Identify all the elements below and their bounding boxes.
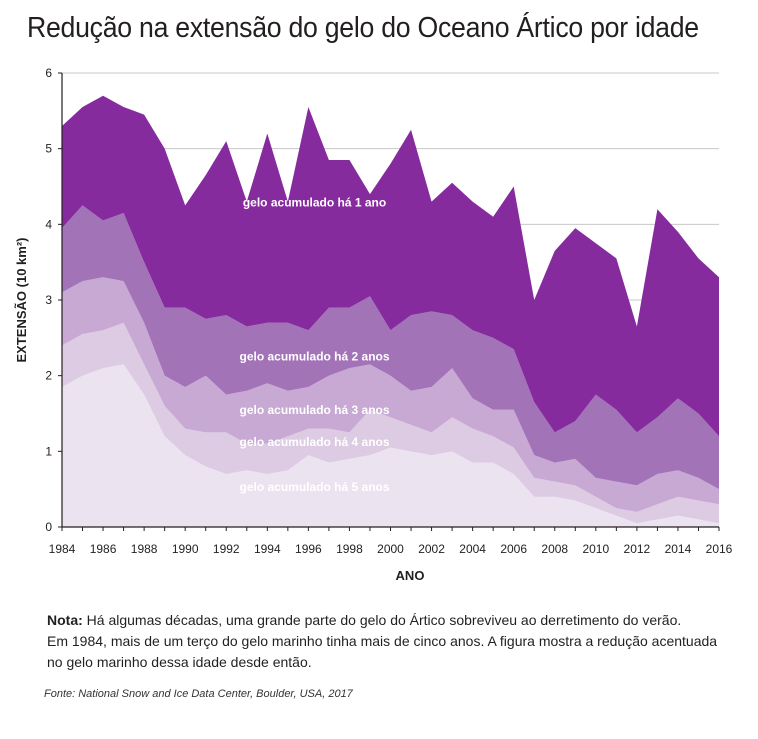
note-text: Nota: Há algumas décadas, uma grande par…: [47, 610, 737, 673]
x-tick-label: 1996: [295, 542, 322, 556]
note-line-3: no gelo marinho dessa idade desde então.: [47, 654, 312, 670]
series-label: gelo acumulado há 5 anos: [240, 480, 390, 494]
y-tick-label: 1: [45, 444, 52, 458]
note-line-1: Há algumas décadas, uma grande parte do …: [82, 612, 682, 628]
series-label: gelo acumulado há 1 ano: [243, 196, 386, 210]
note-line-2: Em 1984, mais de um terço do gelo marinh…: [47, 633, 718, 649]
area-4: [62, 205, 719, 490]
x-tick-label: 1988: [131, 542, 158, 556]
x-tick-label: 2010: [582, 542, 609, 556]
x-tick-label: 2014: [665, 542, 692, 556]
ice-extent-chart: 0 1 2 3 4 5 6 1984 1986 1988 1990 1992 1994 1996 1998 2…: [14, 66, 733, 583]
y-tick-label: 5: [45, 142, 52, 156]
x-tick-label: 2004: [459, 542, 486, 556]
x-tick-label: 1992: [213, 542, 240, 556]
area-1: [62, 364, 719, 527]
axes: 0 1 2 3 4 5 6 1984 1986 1988 1990 1992 1994 1996 1998 2…: [45, 66, 732, 556]
y-tick-label: 6: [45, 66, 52, 80]
x-tick-label: 2006: [500, 542, 527, 556]
x-tick-label: 2000: [377, 542, 404, 556]
chart-title: Redução na extensão do gelo do Oceano Ár…: [27, 12, 699, 44]
y-tick-label: 2: [45, 369, 52, 383]
series-label: gelo acumulado há 3 anos: [240, 403, 390, 417]
area-5: [62, 95, 719, 437]
y-tick-label: 3: [45, 293, 52, 307]
area-2: [62, 322, 719, 524]
x-tick-label: 1998: [336, 542, 363, 556]
x-tick-label: 2002: [418, 542, 445, 556]
y-tick-label: 0: [45, 520, 52, 534]
stacked-areas: [62, 95, 719, 527]
x-axis-title: ANO: [396, 568, 425, 583]
y-tick-label: 4: [45, 217, 52, 231]
source-text: Fonte: National Snow and Ice Data Center…: [44, 688, 353, 700]
x-tick-label: 2016: [706, 542, 733, 556]
x-tick-label: 1984: [49, 542, 76, 556]
layer-labels: gelo acumulado há 5 anos gelo acumulado h…: [240, 196, 390, 494]
x-tick-label: 1994: [254, 542, 281, 556]
series-label: gelo acumulado há 4 anos: [240, 435, 390, 449]
x-tick-label: 1986: [90, 542, 117, 556]
x-tick-label: 1990: [172, 542, 199, 556]
y-axis-title: EXTENSÃO (10 km²): [14, 238, 29, 363]
series-label: gelo acumulado há 2 anos: [240, 350, 390, 364]
x-tick-label: 2008: [541, 542, 568, 556]
x-tick-label: 2012: [624, 542, 651, 556]
note-lead: Nota:: [47, 612, 83, 628]
area-3: [62, 277, 719, 512]
